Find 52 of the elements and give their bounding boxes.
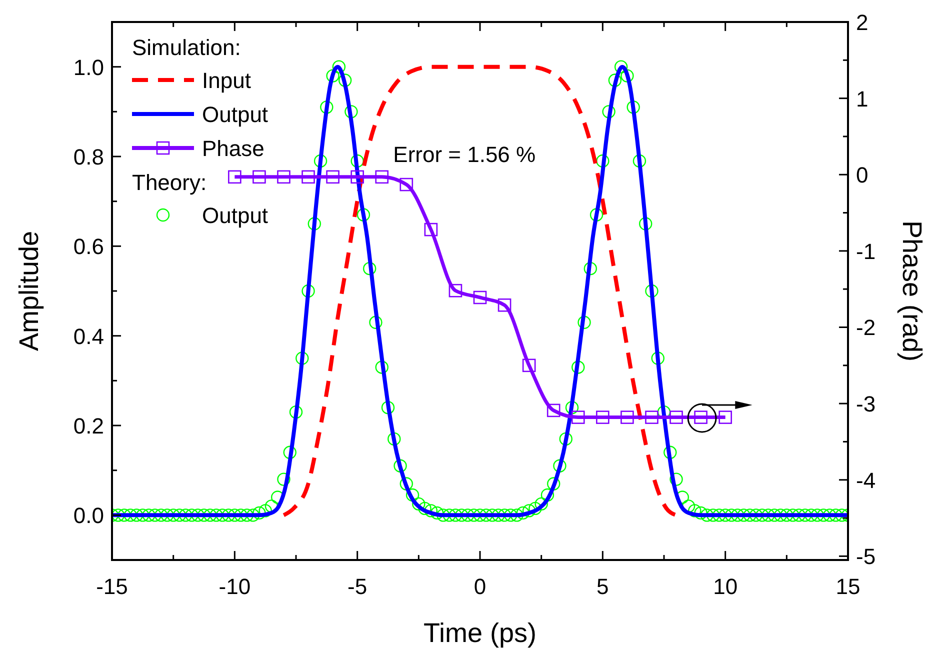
y2-tick-label: -5	[856, 544, 876, 570]
x-tick-label: 0	[474, 574, 486, 599]
y-tick-label: 0.0	[73, 503, 104, 528]
point	[522, 358, 536, 372]
point	[424, 222, 438, 236]
point	[571, 410, 585, 424]
point	[228, 170, 242, 184]
annotation: Theory:	[132, 170, 207, 195]
point	[375, 170, 389, 184]
y2-tick-label: -3	[856, 392, 876, 417]
point	[326, 170, 340, 184]
legend-title: Simulation:	[132, 35, 241, 60]
point	[498, 298, 512, 312]
point	[718, 410, 732, 424]
y-tick-label: 0.2	[73, 414, 104, 438]
y2-tick-label: -2	[856, 315, 876, 340]
point	[252, 170, 266, 184]
y2-tick-label: 2	[856, 10, 868, 35]
x-axis-title: Time (ps)	[424, 618, 536, 648]
annotation: Error = 1.56 %	[393, 142, 536, 167]
legend-label: Output	[202, 203, 268, 228]
point	[645, 410, 658, 424]
y2-tick-label: -1	[856, 238, 876, 264]
legend-label: Phase	[202, 136, 264, 161]
x-tick-label: -15	[96, 574, 128, 599]
point	[620, 410, 634, 424]
y2-axis-title: Phase (rad)	[897, 220, 927, 362]
point	[277, 170, 290, 184]
y2-tick-label: -4	[856, 468, 876, 493]
x-tick-label: -5	[348, 574, 368, 599]
legend-label: Input	[202, 68, 251, 93]
y-tick-label: 0.8	[73, 144, 104, 170]
legend-label: Output	[202, 102, 268, 127]
x-tick-label: 15	[836, 574, 860, 599]
y-axis-title: Amplitude	[14, 230, 44, 352]
x-tick-label: -10	[218, 574, 251, 599]
x-tick-label: 10	[713, 574, 738, 599]
y-tick-label: 0.4	[73, 324, 104, 349]
point	[596, 410, 610, 424]
point	[400, 178, 414, 192]
x-tick-label: 5	[596, 574, 609, 599]
point	[473, 290, 487, 304]
point	[546, 404, 560, 418]
y2-tick-label: 0	[856, 162, 868, 188]
y-tick-label: 1.0	[73, 54, 104, 80]
line-series	[282, 64, 678, 518]
point	[670, 410, 683, 424]
point	[350, 170, 364, 184]
y2-tick-label: 1	[856, 86, 868, 112]
point	[448, 284, 462, 298]
y-tick-label: 0.6	[73, 234, 104, 260]
point	[302, 170, 315, 184]
